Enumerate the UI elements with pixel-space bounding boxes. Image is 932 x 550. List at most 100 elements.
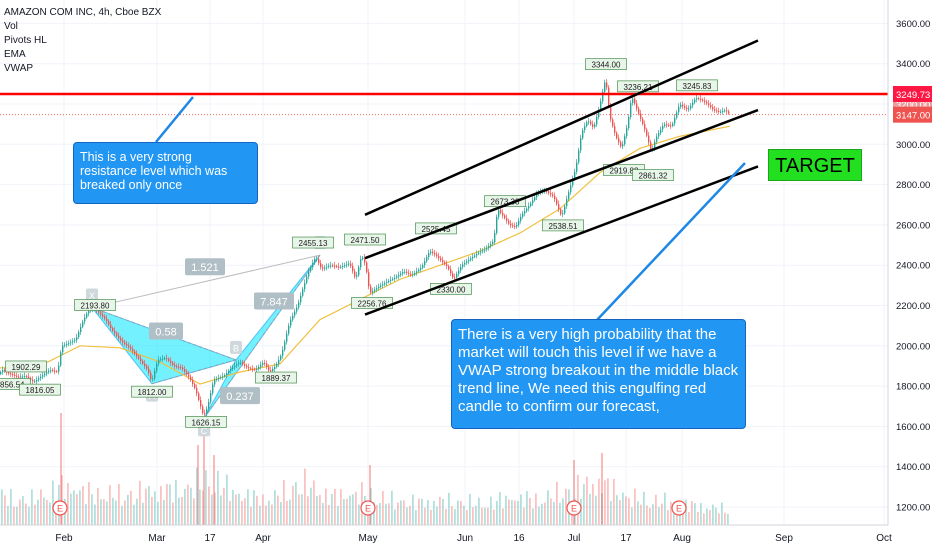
candle-body: [106, 318, 108, 322]
candle-body: [628, 117, 630, 129]
candle-body: [186, 371, 188, 375]
price-tick-label[interactable]: 3000.00: [896, 140, 930, 151]
volume-bar: [322, 502, 324, 525]
volume-bar: [163, 499, 165, 525]
candle-body: [280, 355, 282, 360]
candle-body: [54, 370, 56, 372]
price-tick-label[interactable]: 2200.00: [896, 301, 930, 312]
candle-body: [320, 263, 322, 268]
candle-body: [406, 271, 408, 273]
volume-bar: [244, 498, 246, 525]
volume-bar: [271, 504, 273, 525]
volume-bar: [334, 488, 336, 525]
volume-bar: [223, 487, 225, 525]
volume-bar: [553, 501, 555, 525]
candle-body: [520, 216, 522, 221]
candle-body: [134, 351, 136, 354]
symbol-title[interactable]: AMAZON COM INC, 4h, Cboe BZX: [4, 7, 162, 18]
price-tick-label[interactable]: 1200.00: [896, 503, 930, 514]
price-tick-label[interactable]: 2600.00: [896, 220, 930, 231]
price-tick-label[interactable]: 1400.00: [896, 462, 930, 473]
price-tick-label[interactable]: 1600.00: [896, 422, 930, 433]
candle-body: [346, 264, 348, 266]
time-tick-label[interactable]: Aug: [673, 533, 691, 544]
candle-body: [60, 352, 62, 366]
candle-body: [22, 376, 24, 378]
volume-bar: [103, 499, 105, 525]
volume-bar: [529, 497, 531, 525]
time-tick-label[interactable]: Feb: [55, 533, 73, 544]
candle-body: [120, 338, 122, 341]
volume-bar: [4, 495, 6, 525]
candle-body: [702, 99, 704, 101]
volume-bar: [649, 507, 651, 525]
indicator-pivots[interactable]: Pivots HL: [4, 35, 47, 46]
pivot-label: 2861.32: [639, 172, 668, 181]
volume-bar: [352, 494, 354, 525]
price-tick-label[interactable]: 3400.00: [896, 59, 930, 70]
volume-bar: [376, 504, 378, 525]
candle-body: [192, 380, 194, 385]
time-tick-label[interactable]: Jul: [568, 533, 581, 544]
candle-body: [352, 265, 354, 272]
volume-bar: [406, 507, 408, 525]
candle-body: [708, 103, 710, 106]
time-tick-label[interactable]: 16: [513, 533, 525, 544]
price-tick-label[interactable]: 3600.00: [896, 19, 930, 30]
candle-body: [240, 362, 242, 364]
target-label[interactable]: TARGET: [768, 149, 862, 181]
candle-body: [578, 150, 580, 163]
candle-body: [226, 373, 228, 376]
pivot-label: 1889.37: [262, 374, 291, 383]
volume-bar: [688, 511, 690, 525]
resistance-note[interactable]: This is a very strong resistance level w…: [73, 142, 258, 204]
candle-body: [526, 208, 528, 212]
last-price-badge-box[interactable]: [893, 106, 932, 123]
time-tick-label[interactable]: 17: [620, 533, 632, 544]
earnings-marker-label: E: [676, 504, 682, 514]
probability-note-pointer: [596, 162, 746, 321]
volume-bar: [565, 488, 567, 525]
probability-note[interactable]: There is a very high probability that th…: [451, 319, 746, 429]
candle-body: [446, 264, 448, 267]
candle-body: [310, 267, 312, 272]
candle-body: [658, 132, 660, 137]
candle-body: [568, 192, 570, 200]
time-tick-label[interactable]: Oct: [876, 533, 892, 544]
price-tick-label[interactable]: 2800.00: [896, 180, 930, 191]
volume-bar: [655, 494, 657, 525]
candle-body: [194, 384, 196, 389]
time-tick-label[interactable]: Apr: [255, 533, 271, 544]
price-tick-label[interactable]: 1800.00: [896, 382, 930, 393]
volume-bar: [424, 507, 426, 525]
candle-body: [712, 107, 714, 110]
candle-body: [632, 98, 634, 103]
time-tick-label[interactable]: Sep: [775, 533, 793, 544]
candle-body: [368, 272, 370, 287]
time-tick-label[interactable]: Mar: [148, 533, 166, 544]
time-tick-label[interactable]: 17: [204, 533, 216, 544]
pivot-label: 3245.83: [683, 82, 712, 91]
resistance-price-badge[interactable]: 3249.73: [896, 90, 930, 101]
indicator-vwap[interactable]: VWAP: [4, 63, 34, 74]
price-tick-label[interactable]: 2000.00: [896, 341, 930, 352]
trend-line: [364, 165, 759, 316]
price-tick-label[interactable]: 2400.00: [896, 261, 930, 272]
indicator-vol[interactable]: Vol: [4, 21, 18, 32]
volume-bar: [415, 510, 417, 525]
time-tick-label[interactable]: Jun: [457, 533, 473, 544]
volume-bar: [634, 488, 636, 525]
time-tick-label[interactable]: May: [359, 533, 378, 544]
volume-bar: [550, 498, 552, 525]
volume-bar: [493, 509, 495, 525]
hidden-price-badge[interactable]: 3200.00: [896, 100, 930, 111]
candle-body: [458, 270, 460, 275]
resistance-price-badge-box[interactable]: [893, 85, 932, 102]
volume-bar: [718, 513, 720, 525]
volume-bar: [412, 494, 414, 525]
volume-bar: [448, 492, 450, 525]
indicator-ema[interactable]: EMA: [4, 49, 26, 60]
candle-body: [590, 121, 592, 125]
last-price-badge[interactable]: 3147.00: [896, 111, 930, 122]
